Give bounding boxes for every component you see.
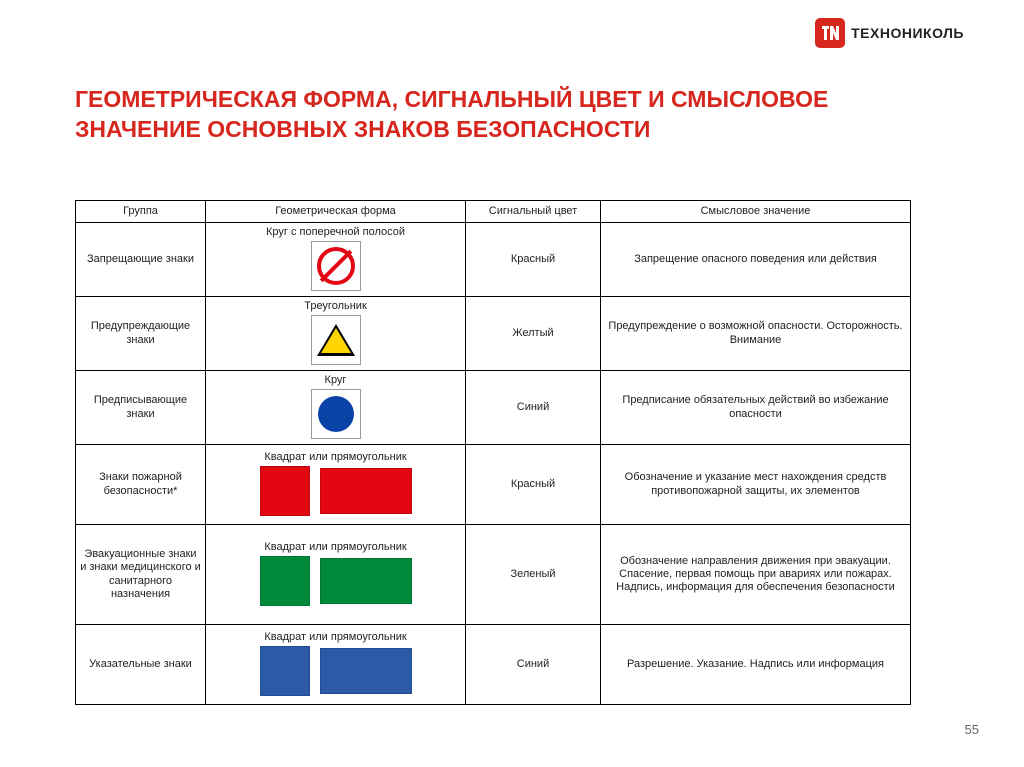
cell-shape: Квадрат или прямоугольник bbox=[206, 525, 466, 625]
cell-color: Синий bbox=[466, 625, 601, 705]
cell-meaning: Разрешение. Указание. Надпись или информ… bbox=[601, 625, 911, 705]
cell-color: Красный bbox=[466, 445, 601, 525]
brand-logo: ТЕХНОНИКОЛЬ bbox=[815, 18, 964, 48]
prohibition-icon bbox=[317, 247, 355, 285]
square-icon bbox=[260, 466, 310, 516]
cell-meaning: Запрещение опасного поведения или действ… bbox=[601, 223, 911, 297]
shape-circle bbox=[210, 389, 461, 439]
cell-color: Красный bbox=[466, 223, 601, 297]
rect-icon bbox=[320, 648, 412, 694]
cell-group: Указательные знаки bbox=[76, 625, 206, 705]
brand-logo-mark bbox=[815, 18, 845, 48]
rect-icon bbox=[320, 468, 412, 514]
table-row: Указательные знаки Квадрат или прямоугол… bbox=[76, 625, 911, 705]
table-row: Предупреждающие знаки Треугольник Желтый… bbox=[76, 297, 911, 371]
cell-shape: Квадрат или прямоугольник bbox=[206, 445, 466, 525]
triangle-icon bbox=[317, 324, 355, 356]
cell-group: Запрещающие знаки bbox=[76, 223, 206, 297]
shape-square-rect bbox=[210, 466, 461, 516]
col-shape: Геометрическая форма bbox=[206, 201, 466, 223]
cell-meaning: Обозначение и указание мест нахождения с… bbox=[601, 445, 911, 525]
col-group: Группа bbox=[76, 201, 206, 223]
cell-group: Знаки пожарной безопасности* bbox=[76, 445, 206, 525]
page-title: ГЕОМЕТРИЧЕСКАЯ ФОРМА, СИГНАЛЬНЫЙ ЦВЕТ И … bbox=[75, 85, 904, 145]
safety-signs-table: Группа Геометрическая форма Сигнальный ц… bbox=[75, 200, 910, 705]
shape-label: Круг bbox=[210, 374, 461, 387]
cell-shape: Треугольник bbox=[206, 297, 466, 371]
cell-shape: Круг bbox=[206, 371, 466, 445]
square-icon bbox=[260, 646, 310, 696]
table-row: Эвакуационные знаки и знаки медицинского… bbox=[76, 525, 911, 625]
cell-group: Предупреждающие знаки bbox=[76, 297, 206, 371]
shape-prohibition bbox=[210, 241, 461, 291]
table-row: Знаки пожарной безопасности* Квадрат или… bbox=[76, 445, 911, 525]
col-color: Сигнальный цвет bbox=[466, 201, 601, 223]
cell-meaning: Предписание обязательных действий во изб… bbox=[601, 371, 911, 445]
rect-icon bbox=[320, 558, 412, 604]
cell-shape: Квадрат или прямоугольник bbox=[206, 625, 466, 705]
cell-group: Предписывающие знаки bbox=[76, 371, 206, 445]
cell-group: Эвакуационные знаки и знаки медицинского… bbox=[76, 525, 206, 625]
shape-square-rect bbox=[210, 646, 461, 696]
brand-name: ТЕХНОНИКОЛЬ bbox=[851, 25, 964, 41]
cell-color: Зеленый bbox=[466, 525, 601, 625]
table-header-row: Группа Геометрическая форма Сигнальный ц… bbox=[76, 201, 911, 223]
page-number: 55 bbox=[965, 722, 979, 737]
cell-meaning: Предупреждение о возможной опасности. Ос… bbox=[601, 297, 911, 371]
shape-label: Квадрат или прямоугольник bbox=[210, 541, 461, 554]
shape-square-rect bbox=[210, 556, 461, 606]
shape-label: Треугольник bbox=[210, 300, 461, 313]
shape-label: Квадрат или прямоугольник bbox=[210, 631, 461, 644]
cell-shape: Круг с поперечной полосой bbox=[206, 223, 466, 297]
cell-color: Синий bbox=[466, 371, 601, 445]
shape-label: Квадрат или прямоугольник bbox=[210, 451, 461, 464]
square-icon bbox=[260, 556, 310, 606]
cell-color: Желтый bbox=[466, 297, 601, 371]
shape-triangle bbox=[210, 315, 461, 365]
table-row: Запрещающие знаки Круг с поперечной поло… bbox=[76, 223, 911, 297]
table-row: Предписывающие знаки Круг Синий Предписа… bbox=[76, 371, 911, 445]
circle-icon bbox=[318, 396, 354, 432]
brand-logo-icon bbox=[820, 23, 840, 43]
cell-meaning: Обозначение направления движения при эва… bbox=[601, 525, 911, 625]
shape-label: Круг с поперечной полосой bbox=[210, 226, 461, 239]
col-meaning: Смысловое значение bbox=[601, 201, 911, 223]
